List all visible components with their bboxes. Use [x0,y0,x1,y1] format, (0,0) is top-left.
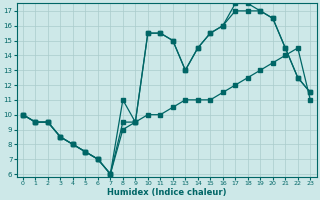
X-axis label: Humidex (Indice chaleur): Humidex (Indice chaleur) [107,188,226,197]
